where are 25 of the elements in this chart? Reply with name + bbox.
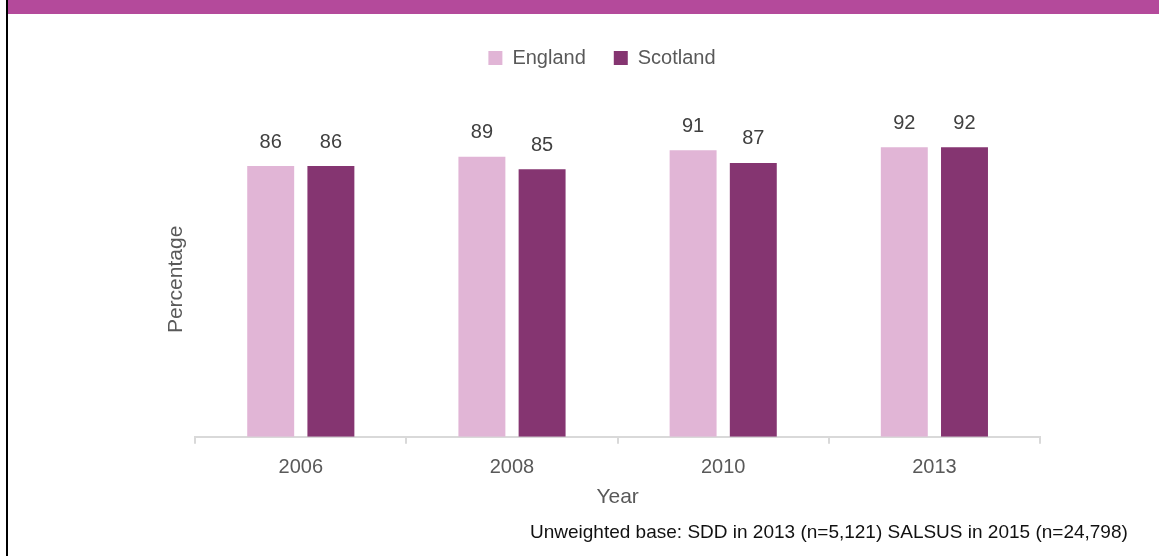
x-tick-label: 2013: [912, 455, 957, 478]
bar: [729, 162, 777, 437]
bar: [941, 147, 988, 437]
bar: [518, 169, 566, 437]
y-axis-title: Percentage: [163, 225, 187, 334]
legend-label: England: [512, 45, 586, 68]
x-tick-label: 2010: [700, 455, 746, 478]
data-label: 86: [319, 129, 343, 152]
bar: [458, 156, 506, 437]
bar: [880, 147, 928, 437]
data-label: 91: [681, 113, 705, 136]
bar: [669, 150, 717, 437]
data-label: 87: [742, 126, 765, 149]
x-axis-title: Year: [596, 484, 639, 508]
data-label: 92: [953, 110, 976, 133]
x-tick-label: 2006: [278, 455, 324, 478]
data-label: 89: [470, 120, 494, 143]
legend-label: Scotland: [637, 45, 716, 68]
text: Unweighted base: SDD in 2013 (n=5,121) SALSUS in 2015 (n=24,798): [530, 521, 1128, 543]
data-label: 92: [893, 110, 916, 133]
x-tick-label: 2008: [489, 455, 535, 478]
data-label: 85: [530, 132, 554, 155]
bar: [247, 166, 295, 437]
data-label: 86: [259, 129, 282, 152]
bar: [307, 166, 355, 437]
